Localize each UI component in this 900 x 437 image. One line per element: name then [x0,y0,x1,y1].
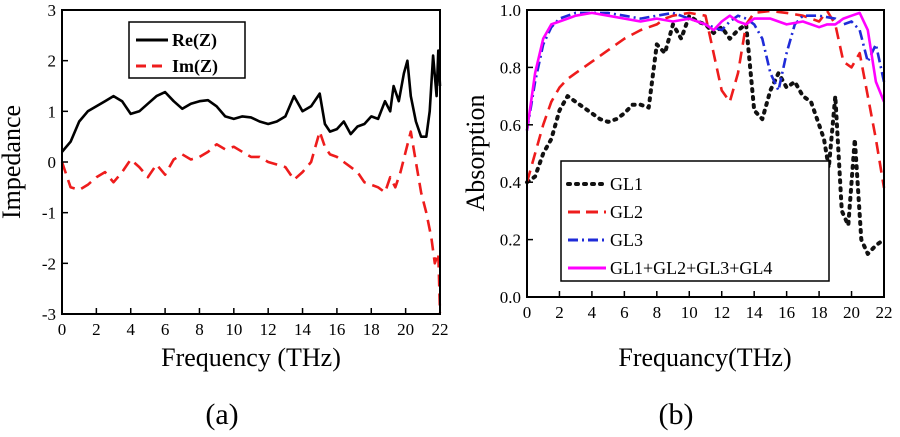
b-y-tick-label: 1.0 [500,1,521,20]
a-y-tick-label: 0 [48,153,57,172]
legend-label-im-z: Im(Z) [172,56,218,77]
panel-a-y-axis-title: Impedance [0,105,26,219]
a-y-tick-label: -2 [42,254,56,273]
a-x-tick-label: 2 [92,320,101,339]
panel-b-y-axis-title: Absorption [461,95,490,212]
b-y-tick-label: 0.8 [500,58,521,77]
panel-b-ticks [526,9,885,298]
legend-label-re-z: Re(Z) [172,30,217,51]
panel-a-series-group [60,49,442,314]
b-y-tick-label: 0.0 [500,288,521,307]
a-series-line-0 [61,49,442,153]
a-x-tick-label: 14 [294,320,312,339]
a-y-tick-label: 1 [48,102,57,121]
b-y-tick-label: 0.2 [500,231,521,250]
panel-b-tick-labels: 0 2 4 6 8 10 12 14 16 18 20 22 0.0 0.2 0.4 0.6 0.8 1.0 [500,1,893,322]
a-x-tick-label: 22 [432,320,449,339]
panel-b-plot-frame [526,9,885,298]
a-x-tick-label: 12 [260,320,277,339]
b-x-tick-label: 12 [713,303,730,322]
panel-b-label: (b) [659,398,694,431]
a-x-tick-label: 6 [161,320,170,339]
b-y-tick-label: 0.4 [500,173,522,192]
a-x-tick-label: 20 [397,320,414,339]
a-y-tick-label: -3 [42,305,56,324]
legend-label-gl-sum: GL1+GL2+GL3+GL4 [610,258,772,278]
panel-b-x-axis-title: Frequancy(THz) [618,343,791,372]
panel-a-legend-box [128,21,246,79]
panel-b-absorption-chart: 0 2 4 6 8 10 12 14 16 18 20 22 0.0 0.2 0.4 0.6 0.8 1.0 GL… [461,1,893,431]
b-x-tick-label: 4 [588,303,597,322]
legend-label-gl1: GL1 [610,174,643,194]
b-x-tick-label: 22 [876,303,893,322]
a-x-tick-label: 16 [328,320,345,339]
panel-a-ticks [61,9,441,315]
panel-b-legend: GL1 GL2 GL3 GL1+GL2+GL3+GL4 [560,160,830,282]
b-x-tick-label: 16 [778,303,795,322]
a-x-tick-label: 0 [58,320,67,339]
b-x-tick-label: 18 [811,303,828,322]
b-series-line-2 [525,11,886,131]
a-y-tick-label: 2 [48,52,57,71]
b-series-line-0 [525,13,886,256]
b-series-line-3 [525,11,886,131]
b-x-tick-label: 0 [523,303,532,322]
a-x-tick-label: 4 [126,320,135,339]
a-y-tick-label: 3 [48,1,57,20]
panel-a-x-axis-title: Frequency (THz) [161,343,341,372]
panel-a-plot-frame [61,9,441,315]
b-series-line-1 [525,9,886,189]
a-series-line-1 [60,130,442,314]
legend-label-gl2: GL2 [610,202,643,222]
a-y-tick-label: -1 [42,204,56,223]
b-x-tick-label: 8 [653,303,662,322]
b-x-tick-label: 6 [620,303,629,322]
legend-label-gl3: GL3 [610,230,643,250]
panel-b-legend-box [560,160,830,282]
b-x-tick-label: 2 [555,303,564,322]
panel-a-legend: Re(Z) Im(Z) [128,21,246,79]
b-x-tick-label: 14 [746,303,764,322]
b-x-tick-label: 20 [843,303,860,322]
panel-a-label: (a) [205,398,238,431]
a-x-tick-label: 10 [225,320,242,339]
a-x-tick-label: 18 [363,320,380,339]
a-x-tick-label: 8 [195,320,204,339]
b-x-tick-label: 10 [681,303,698,322]
b-y-tick-label: 0.6 [500,116,521,135]
panel-b-series-group [525,9,886,256]
